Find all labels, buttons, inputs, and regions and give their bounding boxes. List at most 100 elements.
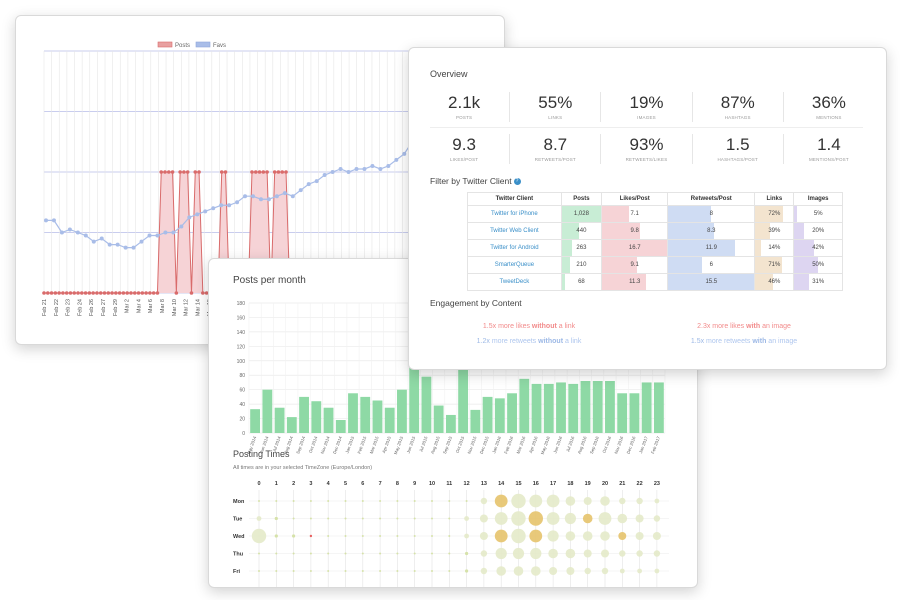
retweets-value: 8	[709, 211, 713, 217]
time-bubble	[653, 550, 661, 557]
bar-mar-2015	[372, 400, 383, 433]
overview-title: Overview	[430, 69, 468, 79]
x-tick-label: May 2015	[393, 435, 404, 455]
time-bubble	[379, 500, 382, 502]
links-value: 39%	[768, 228, 781, 234]
time-bubble	[566, 567, 575, 575]
favs-point	[211, 206, 216, 211]
stat-links: 55% LINKS	[509, 92, 600, 122]
stat-posts: 2.1k POSTS	[419, 92, 509, 122]
table-row[interactable]: Twitter for Android 263 16.7 11.9 14% 42%	[467, 239, 843, 257]
images-value: 5%	[813, 211, 823, 217]
cell-likes: 9.8	[601, 222, 669, 240]
stat-label: LINKS	[548, 115, 563, 120]
time-bubble	[309, 500, 312, 502]
posts-point	[272, 170, 277, 174]
client-link[interactable]: Twitter Web Client	[467, 222, 562, 240]
cell-links: 14%	[754, 239, 795, 257]
posts-point	[178, 170, 182, 174]
column-header[interactable]: Retweets/Post	[667, 192, 756, 206]
favs-point	[51, 218, 56, 223]
time-bubble	[309, 570, 312, 572]
stat-label: IMAGES	[637, 115, 656, 120]
column-header[interactable]: Twitter Client	[467, 192, 562, 206]
day-label: Tue	[233, 517, 242, 523]
stat-value: 36%	[811, 93, 846, 112]
client-link[interactable]: TweetDeck	[467, 273, 562, 291]
favs-point	[115, 242, 120, 247]
images-value: 50%	[812, 262, 825, 268]
time-bubble	[496, 566, 507, 576]
cell-links: 72%	[754, 205, 795, 223]
posts-point	[117, 291, 122, 295]
cell-posts: 1,028	[560, 205, 603, 223]
bar-aug-2015	[433, 405, 444, 433]
links-fill	[755, 257, 783, 273]
time-bubble	[529, 529, 543, 543]
x-tick-label: Oct 2015	[455, 435, 466, 454]
table-row[interactable]: Twitter for iPhone 1,028 7.1 8 72% 5%	[467, 205, 843, 223]
cell-images: 50%	[793, 256, 843, 274]
posts-point	[57, 291, 61, 295]
table-row[interactable]: TweetDeck 68 11.3 15.5 46% 31%	[467, 273, 843, 291]
column-header[interactable]: Links	[754, 192, 795, 206]
table-row[interactable]: Twitter Web Client 440 9.8 8.3 39% 20%	[467, 222, 843, 240]
y-tick-label: 100	[237, 359, 246, 365]
x-tick-label: Aug 2015	[430, 435, 441, 455]
y-tick-label: 0	[242, 431, 245, 437]
y-tick-label: 80	[239, 373, 245, 379]
column-header[interactable]: Posts	[560, 192, 603, 206]
posts-point	[140, 291, 145, 295]
column-header[interactable]: Images	[793, 192, 843, 206]
table-row[interactable]: SmarterQueue 210 9.1 6 71% 50%	[467, 256, 843, 274]
stat-hashtags-per-post: 1.5 HASHTAGS/POST	[691, 134, 783, 164]
client-link[interactable]: SmarterQueue	[467, 256, 562, 274]
links-fill	[755, 206, 783, 222]
x-tick-label: Mar 10	[172, 299, 178, 316]
x-tick-label: Mar 2015	[369, 435, 380, 454]
x-tick-label: Dec 2016	[626, 435, 637, 455]
time-bubble	[327, 517, 330, 520]
bar-may-2016	[543, 383, 554, 433]
engagement-item: 1.5x more retweets with an image	[644, 338, 844, 345]
posts-value: 440	[576, 228, 587, 234]
favs-point	[67, 227, 72, 232]
x-tick-label: Mar 8	[160, 299, 166, 313]
engagement-multiplier: 1.5x	[482, 323, 497, 330]
time-bubble	[465, 500, 468, 502]
hour-label: 9	[413, 481, 416, 487]
images-fill	[794, 257, 819, 273]
cell-retweets: 8.3	[667, 222, 756, 240]
column-header[interactable]: Likes/Post	[601, 192, 669, 206]
posting-times-punchcard: 0 1 2 3 4 5 6 7 8 9 10 11 12 13 14 15 16 17 18 19 20 21 22 23Mo…	[233, 481, 669, 587]
posts-point	[98, 291, 103, 295]
likes-fill	[602, 257, 638, 273]
time-bubble	[396, 552, 399, 555]
bar-oct-2014	[311, 401, 322, 433]
client-link[interactable]: Twitter for Android	[467, 239, 562, 257]
bar-sep-2016	[592, 381, 603, 433]
time-bubble	[582, 531, 593, 541]
time-bubble	[396, 570, 399, 572]
hour-label: 15	[515, 481, 521, 487]
stat-label: MENTIONS	[816, 115, 842, 120]
bar-jun-2014	[262, 389, 273, 433]
engagement-item: 2.3x more likes with an image	[644, 323, 844, 330]
client-link[interactable]: Twitter for iPhone	[467, 205, 562, 223]
favs-point	[203, 209, 208, 214]
engagement-item: 1.2x more retweets without a link	[429, 338, 629, 345]
time-bubble	[448, 535, 451, 537]
help-icon[interactable]: ?	[513, 178, 521, 186]
x-tick-label: Mar 14	[195, 299, 201, 316]
stat-value: 1.5	[725, 135, 750, 154]
posts-point	[144, 291, 148, 295]
posts-point	[80, 291, 84, 295]
stat-value: 87%	[720, 93, 755, 112]
images-fill	[794, 206, 797, 222]
favs-point	[258, 197, 263, 202]
time-bubble	[344, 535, 347, 537]
time-bubble	[619, 568, 625, 574]
stat-value: 2.1k	[448, 93, 481, 112]
posts-point	[276, 170, 281, 174]
y-tick-label: 140	[237, 330, 246, 336]
